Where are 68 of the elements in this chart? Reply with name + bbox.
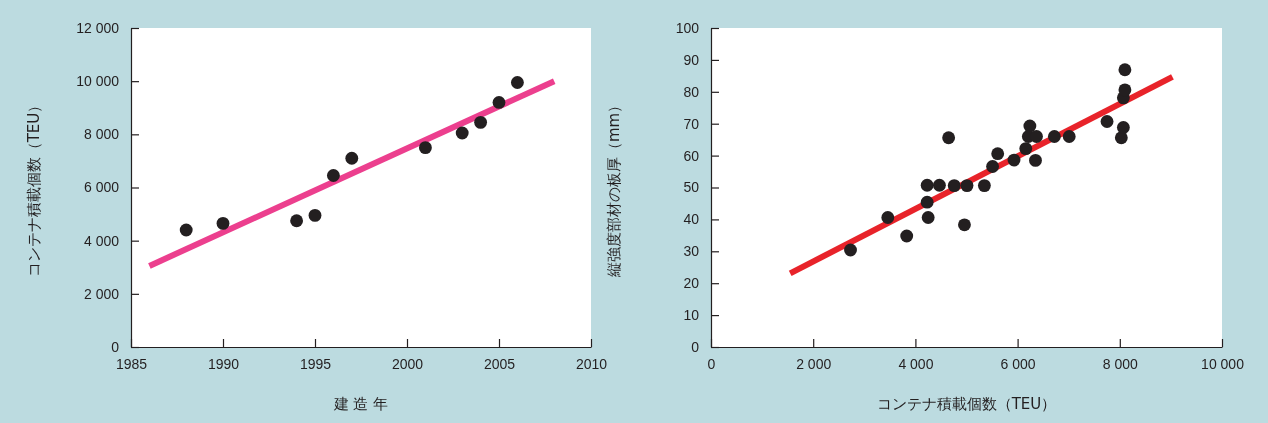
y-tick-label: 100 [675, 19, 700, 36]
x-tick-label: 1995 [299, 355, 332, 372]
x-axis-title: コンテナ積載個数（TEU） [876, 395, 1057, 413]
point [1029, 153, 1042, 167]
point [492, 96, 506, 109]
point [920, 178, 934, 192]
point [1118, 63, 1132, 77]
point [1019, 142, 1033, 155]
point [326, 169, 340, 182]
point [942, 131, 956, 145]
point [1118, 83, 1132, 97]
point [1100, 115, 1114, 128]
point [474, 115, 488, 129]
point [308, 208, 322, 222]
y-tick-label: 6 000 [83, 179, 120, 196]
x-tick-label: 2005 [483, 355, 516, 372]
point [947, 179, 961, 193]
y-tick-label: 70 [683, 115, 700, 132]
y-tick-label: 80 [683, 83, 700, 100]
y-tick-label: 40 [683, 211, 700, 228]
point [991, 147, 1005, 161]
y-tick-label: 12 000 [76, 19, 120, 36]
x-tick-label: 8 000 [1102, 355, 1139, 372]
x-tick-label: 6 000 [1000, 355, 1036, 372]
point [455, 126, 469, 140]
y-axis-title: コンテナ積載個数（TEU） [25, 97, 43, 278]
point [510, 76, 524, 89]
y-tick-label: 4 000 [83, 232, 120, 249]
y-tick-label: 60 [683, 147, 700, 164]
x-tick-label: 2 000 [796, 355, 832, 372]
point [216, 216, 230, 230]
x-tick-label: 0 [707, 355, 716, 372]
y-tick-label: 20 [683, 275, 700, 292]
point [1062, 130, 1076, 143]
point [345, 151, 359, 165]
y-tick-label: 8 000 [83, 126, 120, 143]
point [1007, 153, 1021, 167]
x-tick-label: 10 000 [1201, 355, 1245, 372]
y-tick-label: 50 [683, 179, 700, 196]
y-tick-label: 2 000 [83, 285, 120, 302]
y-tick-label: 10 000 [76, 73, 120, 90]
x-tick-label: 1990 [207, 355, 240, 372]
point [290, 214, 304, 228]
point [920, 195, 934, 209]
point [179, 223, 193, 237]
point [932, 178, 946, 192]
point [960, 179, 974, 193]
x-tick-label: 1985 [115, 355, 148, 372]
point [921, 211, 935, 224]
x-axis-title: 建 造 年 [332, 395, 389, 413]
y-tick-label: 90 [683, 51, 700, 68]
point [844, 243, 857, 257]
y-axis-title: 縦強度部材の板厚（mm） [605, 97, 623, 279]
point [977, 179, 991, 193]
point [1116, 121, 1130, 134]
point [986, 160, 999, 173]
y-tick-label: 0 [691, 338, 700, 355]
y-tick-label: 30 [683, 243, 700, 260]
point [881, 211, 895, 224]
point [900, 229, 914, 243]
point [1047, 130, 1061, 143]
point [958, 218, 971, 232]
x-tick-label: 2010 [575, 355, 608, 372]
point [418, 141, 432, 155]
x-tick-label: 2000 [391, 355, 424, 372]
y-tick-label: 10 [683, 307, 700, 324]
y-tick-label: 0 [111, 338, 120, 355]
x-tick-label: 4 000 [898, 355, 934, 372]
